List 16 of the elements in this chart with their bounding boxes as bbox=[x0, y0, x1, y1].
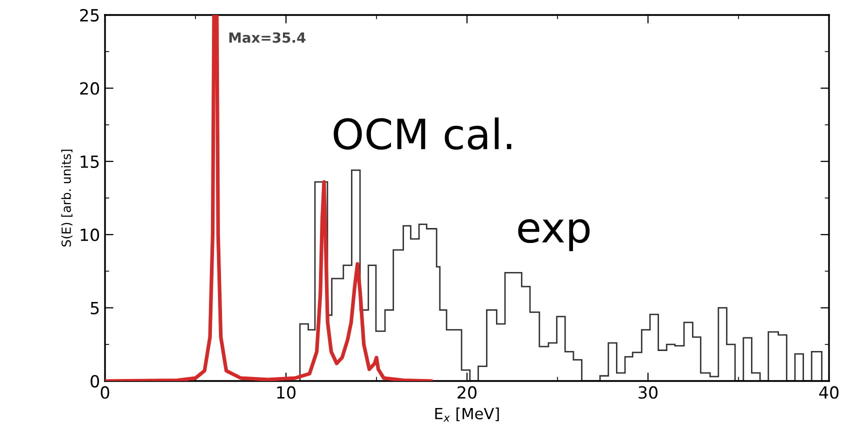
x-tick-label: 20 bbox=[458, 386, 476, 399]
y-tick-label: 15 bbox=[80, 156, 99, 168]
annotation: Max=35.4 bbox=[229, 32, 306, 43]
y-tick-label: 10 bbox=[80, 228, 100, 242]
x-axis-title: E$_{x}$ [MeV] bbox=[435, 408, 499, 422]
x-tick-label: 0 bbox=[100, 386, 110, 399]
y-axis-title: S(E) [arb. units] bbox=[61, 150, 72, 247]
x-tick-label: 30 bbox=[638, 386, 658, 399]
y-tick-label: 5 bbox=[90, 302, 99, 314]
y-tick-label: 0 bbox=[90, 374, 100, 388]
series-label: exp bbox=[518, 219, 590, 252]
x-tick-label: 40 bbox=[819, 386, 838, 399]
y-tick-label: 20 bbox=[80, 82, 100, 95]
y-tick-label: 25 bbox=[80, 8, 99, 22]
x-tick-label: 10 bbox=[277, 386, 296, 399]
series-label: OCM cal. bbox=[334, 117, 512, 150]
